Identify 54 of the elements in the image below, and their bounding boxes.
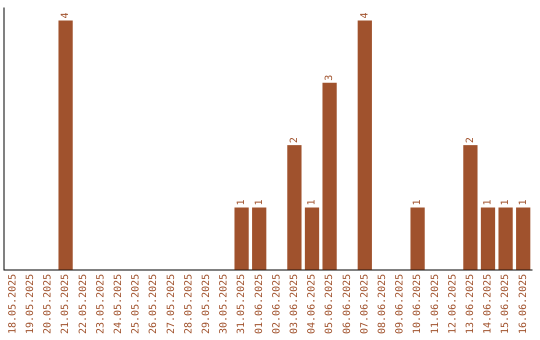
data-label: 1: [518, 199, 529, 206]
data-label: 1: [236, 199, 248, 206]
data-label: 1: [306, 199, 318, 206]
x-tick-label: 03.06.2025: [288, 274, 300, 334]
x-tick-label: 07.06.2025: [359, 274, 370, 334]
x-tick-label: 13.06.2025: [464, 274, 476, 334]
data-label: 4: [60, 12, 72, 18]
x-tick-label: 25.05.2025: [130, 274, 142, 334]
x-tick-label: 10.06.2025: [412, 274, 424, 334]
data-label: 4: [359, 12, 370, 18]
x-tick-label: 15.06.2025: [500, 274, 512, 334]
data-label: 2: [464, 137, 476, 144]
bar: [410, 207, 425, 270]
x-tick-label: 04.06.2025: [306, 274, 318, 334]
x-tick-label: 27.05.2025: [166, 274, 177, 334]
x-tick-label: 06.06.2025: [342, 274, 353, 334]
x-tick-label: 08.06.2025: [376, 274, 388, 334]
x-tick-label: 24.05.2025: [112, 274, 124, 334]
bar: [58, 20, 73, 270]
x-tick-label: 05.06.2025: [324, 274, 336, 334]
data-label: 1: [500, 199, 512, 206]
x-tick-label: 02.06.2025: [271, 274, 282, 334]
x-tick-label: 30.05.2025: [218, 274, 230, 334]
data-label: 1: [254, 199, 265, 206]
x-tick-label: 09.06.2025: [394, 274, 406, 334]
bar: [463, 145, 478, 270]
bar: [480, 207, 496, 270]
x-tick-label: 11.06.2025: [430, 274, 441, 334]
x-tick-label: 29.05.2025: [200, 274, 212, 334]
x-tick-label: 28.05.2025: [183, 274, 194, 334]
x-tick-label: 14.06.2025: [482, 274, 494, 334]
x-tick-label: 22.05.2025: [78, 274, 89, 334]
bar: [234, 207, 249, 270]
data-label: 1: [482, 199, 494, 206]
x-tick-label: 16.06.2025: [518, 274, 529, 334]
x-tick-label: 18.05.2025: [7, 274, 18, 334]
bar: [252, 207, 266, 270]
x-tick-label: 23.05.2025: [95, 274, 106, 334]
data-label: 2: [288, 137, 300, 144]
data-label: 1: [412, 199, 424, 206]
x-tick-label: 01.06.2025: [254, 274, 265, 334]
bar: [358, 20, 372, 270]
x-tick-label: 20.05.2025: [42, 274, 54, 334]
bar: [516, 207, 530, 270]
x-tick-label: 31.05.2025: [236, 274, 248, 334]
x-tick-label: 21.05.2025: [60, 274, 72, 334]
bar: [322, 82, 337, 270]
x-tick-label: 12.06.2025: [447, 274, 458, 334]
x-tick-label: 26.05.2025: [148, 274, 160, 334]
bar: [287, 145, 302, 270]
bar: [498, 207, 513, 270]
data-label: 3: [324, 74, 336, 81]
x-tick-label: 19.05.2025: [24, 274, 36, 334]
bar: [304, 207, 320, 270]
